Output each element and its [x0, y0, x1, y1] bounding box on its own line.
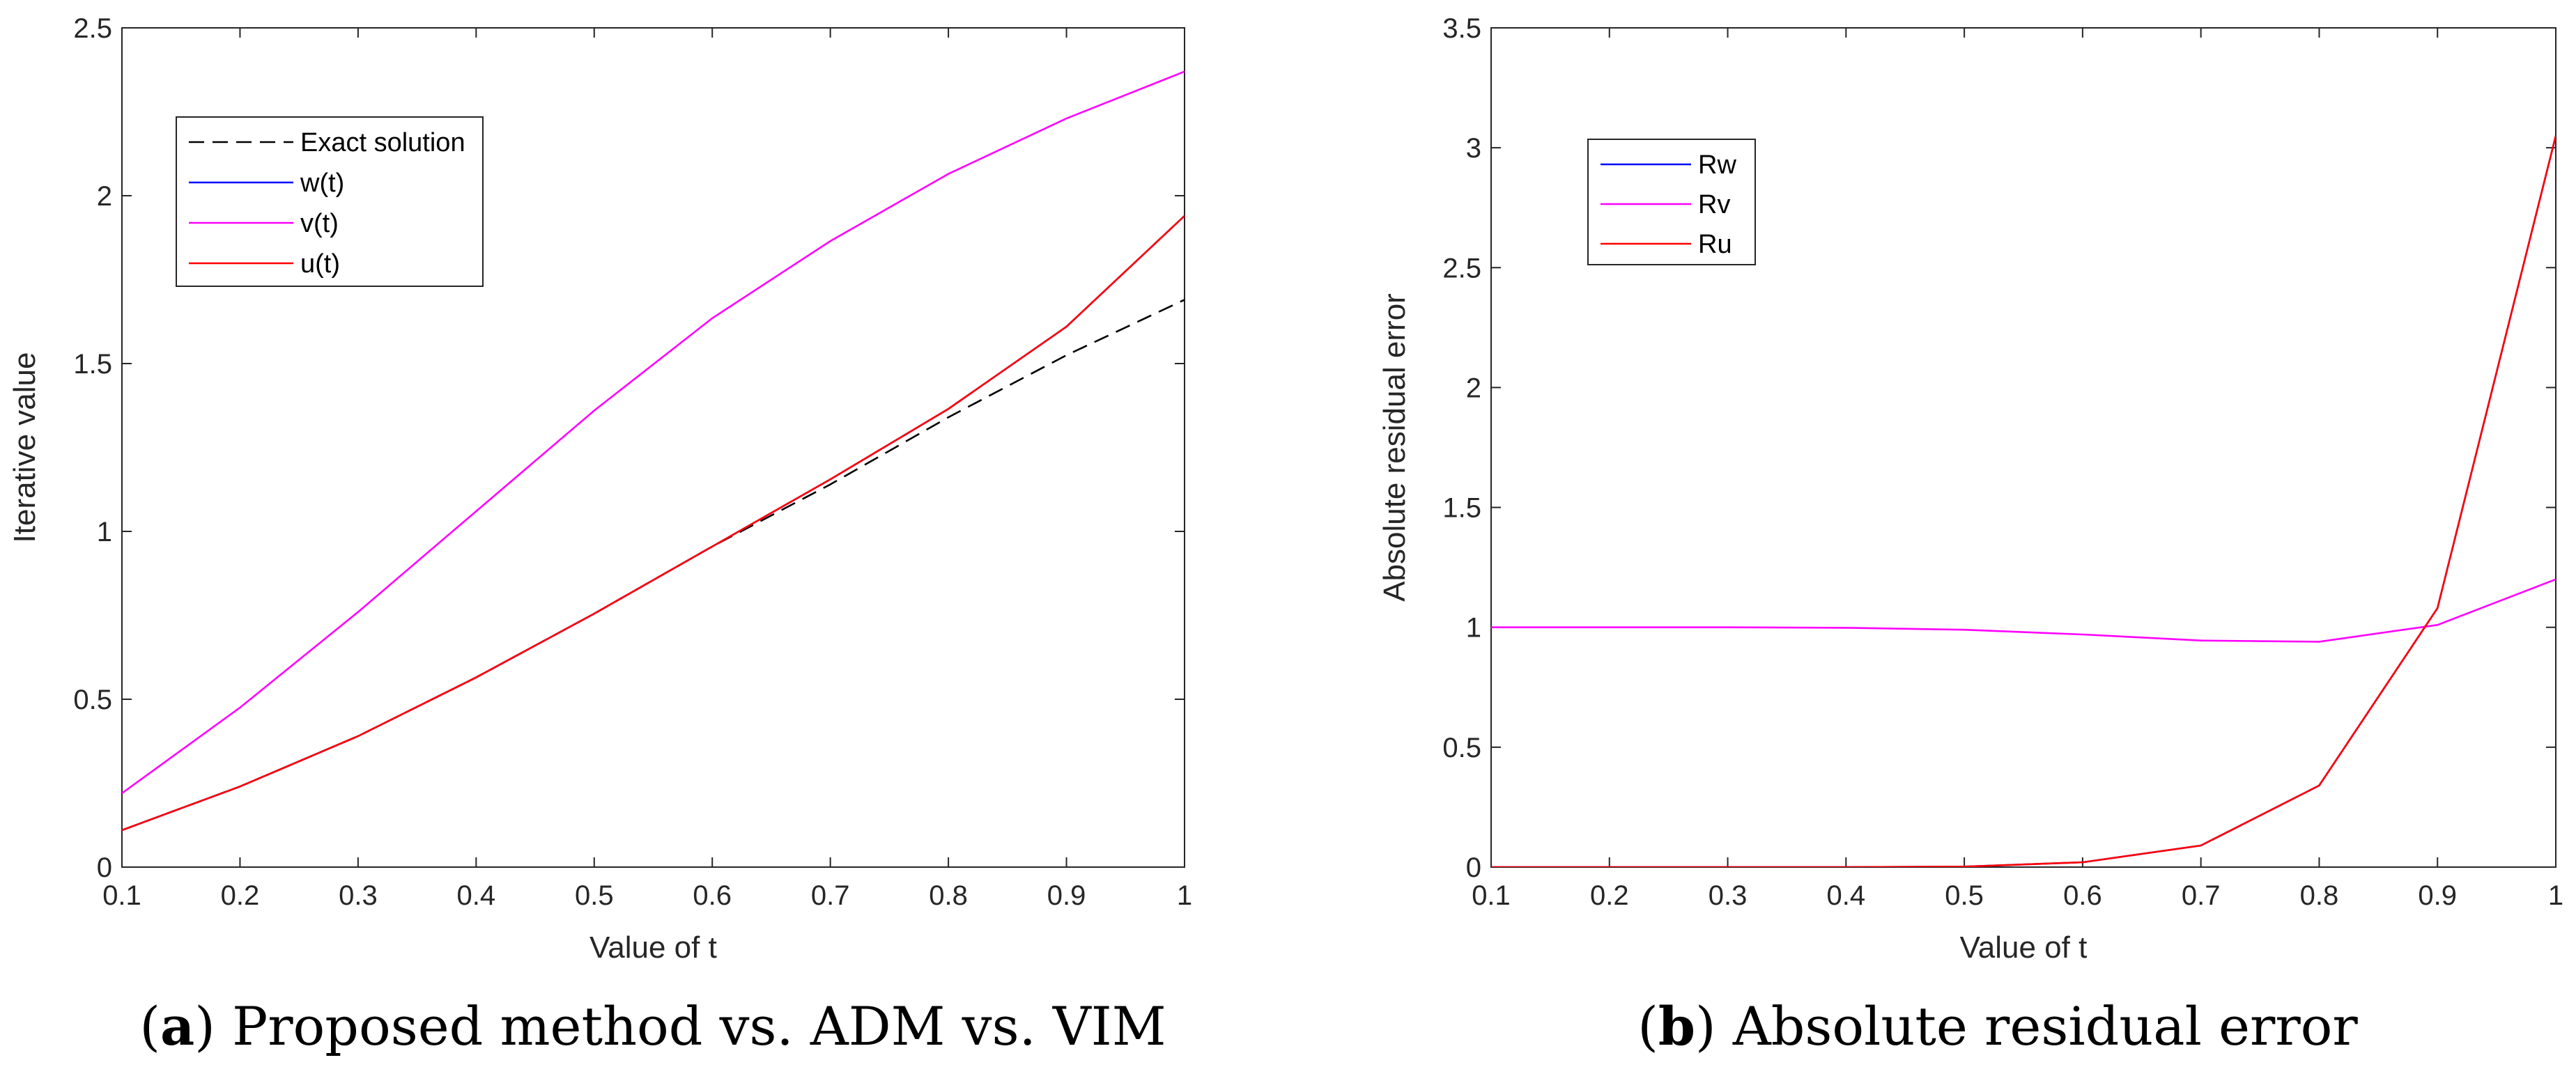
y-tick-label: 0: [97, 852, 112, 883]
y-tick-label: 2: [97, 181, 112, 212]
series-line-rv: [1491, 578, 2556, 643]
y-axis-label: Absolute residual error: [1378, 293, 1412, 602]
y-tick-label: 1: [1466, 613, 1481, 644]
caption: (b) Absolute residual error: [1637, 995, 2358, 1057]
y-tick-label: 3: [1466, 133, 1481, 164]
x-tick-label: 0.9: [2418, 880, 2457, 911]
x-tick-label: 0.2: [1590, 880, 1629, 911]
x-tick-label: 0.9: [1047, 880, 1086, 911]
x-tick-label: 0.5: [575, 880, 614, 911]
x-tick-label: 0.3: [1709, 880, 1748, 911]
legend-label: Exact solution: [300, 128, 465, 157]
legend-label: Ru: [1698, 230, 1732, 259]
x-tick-label: 0.8: [929, 880, 968, 911]
y-tick-label: 0.5: [1442, 733, 1481, 763]
x-tick-label: 1: [2548, 880, 2563, 911]
x-axis-label: Value of t: [1960, 930, 2088, 965]
y-tick-label: 2.5: [73, 13, 112, 44]
x-tick-label: 0.8: [2300, 880, 2339, 911]
y-tick-label: 1.5: [73, 349, 112, 380]
caption-text: Proposed method vs. ADM vs. VIM: [232, 995, 1166, 1057]
x-tick-label: 0.4: [1827, 880, 1866, 911]
caption-close-paren: ): [194, 995, 232, 1057]
series-line-ru: [1491, 135, 2556, 867]
x-axis-label: Value of t: [589, 930, 717, 965]
x-tick-label: 0.7: [811, 880, 850, 911]
x-tick-label: 0.3: [339, 880, 378, 911]
x-tick-label: 0.4: [457, 880, 496, 911]
y-axis-label: Iterative value: [8, 352, 42, 543]
y-tick-label: 1: [97, 517, 112, 547]
y-tick-label: 2: [1466, 373, 1481, 403]
legend-label: v(t): [300, 209, 339, 238]
x-tick-label: 0.5: [1945, 880, 1984, 911]
chart-b: 0.1 0.2 0.3 0.4 0.5 0.6 0.7 0.8 0.9 1 0 0.5 1 1.5 2 2.5…: [1378, 13, 2563, 1057]
legend-label: Rv: [1698, 190, 1730, 219]
x-tick-label: 0.7: [2182, 880, 2221, 911]
caption-text: Absolute residual error: [1732, 995, 2359, 1057]
caption-label: a: [160, 995, 194, 1057]
x-tick-label: 0.6: [693, 880, 732, 911]
x-tick-label: 0.6: [2063, 880, 2102, 911]
caption-label: b: [1658, 995, 1695, 1057]
y-tick-label: 2.5: [1442, 253, 1481, 283]
caption-open-paren: (: [1637, 995, 1658, 1057]
y-tick-label: 0.5: [73, 685, 112, 715]
series-line-u-t-: [122, 215, 1185, 832]
legend-box: [176, 116, 484, 287]
series-line-v-t-: [122, 70, 1185, 795]
caption-open-paren: (: [139, 995, 160, 1057]
legend-label: w(t): [300, 169, 344, 198]
caption-close-paren: ): [1695, 995, 1733, 1057]
x-tick-label: 0.1: [1472, 880, 1511, 911]
caption: (a) Proposed method vs. ADM vs. VIM: [139, 995, 1166, 1057]
y-tick-label: 1.5: [1442, 493, 1481, 524]
x-tick-label: 0.1: [102, 880, 141, 911]
y-tick-label: 0: [1466, 852, 1481, 883]
x-tick-label: 0.2: [221, 880, 260, 911]
x-tick-label: 1: [1177, 880, 1192, 911]
legend-label: Rw: [1698, 150, 1736, 180]
legend-label: u(t): [300, 249, 340, 279]
chart-a: 0.1 0.2 0.3 0.4 0.5 0.6 0.7 0.8 0.9 1 0 0.5 1 1.5 2 2.5…: [8, 13, 1192, 1057]
y-tick-label: 3.5: [1442, 13, 1481, 44]
